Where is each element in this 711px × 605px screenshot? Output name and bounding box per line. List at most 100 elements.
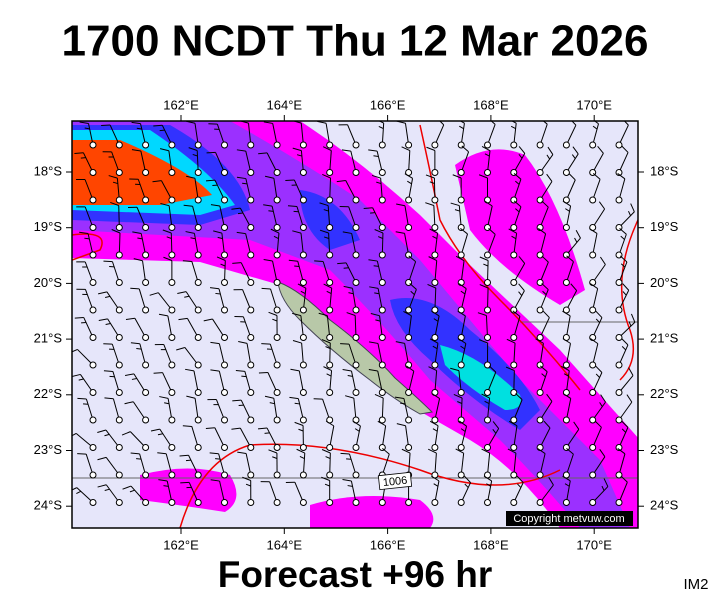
barb-station bbox=[222, 362, 228, 368]
barb-station bbox=[563, 170, 569, 176]
barb-station bbox=[458, 197, 464, 203]
barb-station bbox=[590, 362, 596, 368]
barb-feather bbox=[136, 349, 141, 350]
barb-station bbox=[116, 362, 122, 368]
barb-station bbox=[432, 225, 438, 231]
barb-station bbox=[327, 252, 333, 258]
barb-station bbox=[195, 142, 201, 148]
barb-station bbox=[353, 335, 359, 341]
barb-station bbox=[300, 252, 306, 258]
barb-station bbox=[90, 445, 96, 451]
barb-station bbox=[143, 500, 149, 506]
barb-station bbox=[327, 445, 333, 451]
barb-station bbox=[300, 335, 306, 341]
barb-station bbox=[379, 197, 385, 203]
barb-station bbox=[274, 472, 280, 478]
barb-station bbox=[143, 142, 149, 148]
barb-station bbox=[353, 197, 359, 203]
barb-station bbox=[590, 307, 596, 313]
barb-station bbox=[353, 225, 359, 231]
barb-station bbox=[90, 197, 96, 203]
lat-label: 22°S bbox=[34, 386, 63, 401]
barb-station bbox=[300, 390, 306, 396]
barb-station bbox=[195, 170, 201, 176]
barb-station bbox=[537, 252, 543, 258]
barb-station bbox=[143, 390, 149, 396]
barb-station bbox=[300, 197, 306, 203]
barb-station bbox=[590, 445, 596, 451]
barb-station bbox=[563, 500, 569, 506]
barb-station bbox=[195, 390, 201, 396]
barb-station bbox=[563, 280, 569, 286]
barb-feather bbox=[77, 454, 86, 455]
barb-station bbox=[248, 417, 254, 423]
barb-station bbox=[116, 307, 122, 313]
barb-station bbox=[116, 335, 122, 341]
barb-station bbox=[116, 225, 122, 231]
lon-label: 164°E bbox=[267, 537, 303, 552]
barb-station bbox=[222, 225, 228, 231]
barb-station bbox=[143, 252, 149, 258]
barb-station bbox=[169, 390, 175, 396]
barb-station bbox=[327, 390, 333, 396]
barb-feather bbox=[294, 266, 299, 267]
barb-station bbox=[485, 307, 491, 313]
barb-station bbox=[195, 307, 201, 313]
barb-station bbox=[616, 390, 622, 396]
barb-station bbox=[143, 445, 149, 451]
barb-station bbox=[143, 197, 149, 203]
barb-station bbox=[195, 500, 201, 506]
barb-station bbox=[116, 445, 122, 451]
lat-label: 24°S bbox=[34, 498, 63, 513]
lat-label: 18°S bbox=[34, 163, 63, 178]
barb-station bbox=[406, 335, 412, 341]
barb-station bbox=[616, 307, 622, 313]
lat-label: 22°S bbox=[650, 386, 679, 401]
barb-station bbox=[300, 417, 306, 423]
barb-station bbox=[222, 252, 228, 258]
barb-station bbox=[300, 280, 306, 286]
barb-station bbox=[274, 197, 280, 203]
barb-station bbox=[590, 197, 596, 203]
barb-feather bbox=[183, 261, 192, 262]
barb-station bbox=[537, 472, 543, 478]
barb-station bbox=[406, 197, 412, 203]
lat-label: 21°S bbox=[34, 331, 63, 346]
barb-station bbox=[116, 252, 122, 258]
barb-station bbox=[274, 225, 280, 231]
barb-station bbox=[590, 252, 596, 258]
barb-station bbox=[353, 170, 359, 176]
lon-label: 168°E bbox=[473, 97, 509, 112]
barb-station bbox=[485, 445, 491, 451]
barb-station bbox=[143, 225, 149, 231]
barb-station bbox=[248, 362, 254, 368]
barb-station bbox=[485, 417, 491, 423]
barb-station bbox=[300, 170, 306, 176]
lon-label: 162°E bbox=[163, 97, 199, 112]
barb-station bbox=[616, 472, 622, 478]
lon-label: 166°E bbox=[370, 537, 406, 552]
barb-station bbox=[563, 142, 569, 148]
barb-station bbox=[537, 390, 543, 396]
isobar-label: 1006 bbox=[378, 472, 411, 489]
barb-station bbox=[511, 252, 517, 258]
barb-station bbox=[90, 307, 96, 313]
barb-station bbox=[300, 307, 306, 313]
barb-station bbox=[222, 417, 228, 423]
barb-station bbox=[563, 417, 569, 423]
barb-station bbox=[248, 170, 254, 176]
barb-station bbox=[432, 252, 438, 258]
barb-station bbox=[90, 335, 96, 341]
barb-station bbox=[222, 197, 228, 203]
barb-station bbox=[90, 362, 96, 368]
barb-station bbox=[248, 500, 254, 506]
barb-station bbox=[116, 197, 122, 203]
barb-station bbox=[248, 142, 254, 148]
barb-station bbox=[90, 280, 96, 286]
barb-station bbox=[195, 362, 201, 368]
barb-station bbox=[300, 500, 306, 506]
barb-feather bbox=[295, 403, 300, 404]
barb-station bbox=[300, 445, 306, 451]
barb-station bbox=[195, 335, 201, 341]
barb-station bbox=[195, 225, 201, 231]
